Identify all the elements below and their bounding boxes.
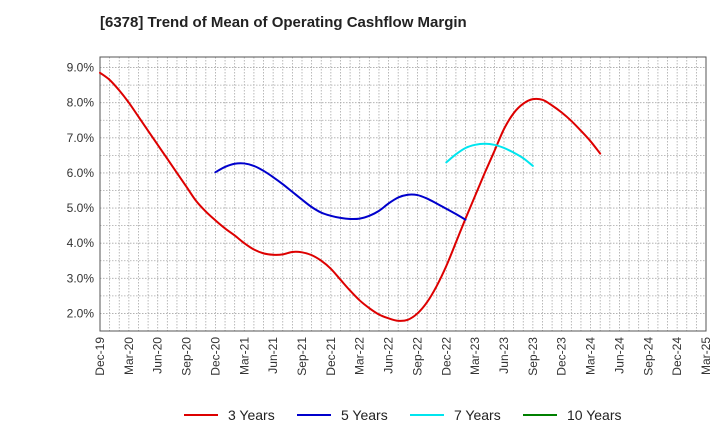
x-tick-label: Sep-21	[295, 337, 309, 376]
legend-item: 7 Years	[410, 404, 501, 426]
x-tick-label: Mar-23	[468, 337, 482, 375]
legend-label: 7 Years	[454, 407, 501, 423]
x-tick-label: Mar-24	[584, 337, 598, 375]
x-tick-label: Mar-21	[237, 337, 251, 375]
series-line-7-years	[445, 142, 534, 167]
legend-swatch	[523, 414, 557, 416]
y-tick-label: 8.0%	[67, 96, 95, 110]
x-tick-label: Dec-23	[555, 337, 569, 376]
y-tick-label: 5.0%	[67, 201, 95, 215]
legend-item: 5 Years	[297, 404, 388, 426]
x-tick-label: Sep-20	[180, 337, 194, 376]
x-tick-label: Jun-24	[612, 337, 626, 374]
y-tick-label: 3.0%	[67, 271, 95, 285]
legend-swatch	[184, 414, 218, 416]
legend-item: 3 Years	[184, 404, 275, 426]
x-tick-label: Mar-20	[122, 337, 136, 375]
legend-label: 10 Years	[567, 407, 622, 423]
x-tick-label: Sep-24	[641, 337, 655, 376]
legend-swatch	[410, 414, 444, 416]
x-tick-label: Dec-19	[93, 337, 107, 376]
legend-label: 5 Years	[341, 407, 388, 423]
x-tick-label: Dec-24	[670, 337, 684, 376]
x-tick-label: Mar-22	[353, 337, 367, 375]
y-tick-label: 7.0%	[67, 131, 95, 145]
x-tick-label: Jun-22	[382, 337, 396, 374]
x-tick-label: Jun-21	[266, 337, 280, 374]
plot-frame	[99, 56, 707, 332]
y-tick-label: 9.0%	[67, 61, 95, 75]
x-tick-label: Sep-22	[410, 337, 424, 376]
legend-item: 10 Years	[523, 404, 622, 426]
series-line-3-years	[99, 71, 602, 322]
chart-legend: 3 Years 5 Years 7 Years 10 Years	[0, 404, 720, 426]
x-tick-label: Mar-25	[699, 337, 713, 375]
chart-title: [6378] Trend of Mean of Operating Cashfl…	[100, 14, 467, 31]
x-tick-label: Jun-23	[497, 337, 511, 374]
x-tick-label: Dec-20	[208, 337, 222, 376]
y-tick-label: 6.0%	[67, 166, 95, 180]
y-tick-label: 4.0%	[67, 236, 95, 250]
legend-label: 3 Years	[228, 407, 275, 423]
series-line-5-years	[214, 162, 467, 221]
y-tick-label: 2.0%	[67, 306, 95, 320]
x-tick-label: Dec-21	[324, 337, 338, 376]
x-tick-label: Sep-23	[526, 337, 540, 376]
x-tick-label: Dec-22	[439, 337, 453, 376]
x-tick-label: Jun-20	[151, 337, 165, 374]
legend-swatch	[297, 414, 331, 416]
